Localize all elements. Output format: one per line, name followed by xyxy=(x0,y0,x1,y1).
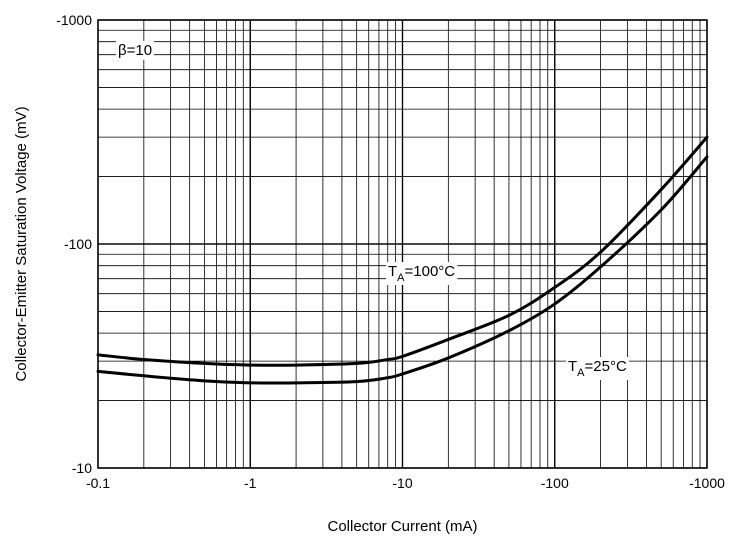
x-tick-label: -10 xyxy=(392,475,412,491)
ta25-annotation: TA=25°C xyxy=(568,358,627,379)
beta-annotation: β=10 xyxy=(118,42,152,59)
ta100-t: T xyxy=(388,263,397,280)
y-axis-title: Collector-Emitter Saturation Voltage (mV… xyxy=(13,106,30,381)
y-tick-label: -1000 xyxy=(56,12,92,28)
ta25-annotation-background xyxy=(566,357,629,380)
x-tick-label: -0.1 xyxy=(86,475,110,491)
y-tick-label: -100 xyxy=(64,236,92,252)
x-tick-label: -1 xyxy=(244,475,257,491)
x-tick-label: -1000 xyxy=(689,475,725,491)
x-axis-title: Collector Current (mA) xyxy=(327,518,477,535)
series-line-ta25 xyxy=(96,155,709,385)
ta100-annotation: TA=100°C xyxy=(388,263,455,284)
beta-annotation-background xyxy=(116,41,155,60)
plot-frame xyxy=(97,19,708,469)
grid-lines xyxy=(97,19,708,469)
curves xyxy=(96,135,709,385)
x-tick-label: -100 xyxy=(541,475,569,491)
ta100-annotation-background xyxy=(386,262,458,285)
y-tick-label: -10 xyxy=(72,460,92,476)
ta25-value: =25°C xyxy=(585,358,627,375)
ta100-value: =100°C xyxy=(405,263,456,280)
ta25-sub: A xyxy=(577,367,585,379)
series-line-ta100 xyxy=(96,135,709,367)
ta25-t: T xyxy=(568,358,577,375)
ta100-sub: A xyxy=(397,272,405,284)
tick-labels: -0.1 -1 -10 -100 -1000 -10 -100 -1000 xyxy=(56,12,725,491)
